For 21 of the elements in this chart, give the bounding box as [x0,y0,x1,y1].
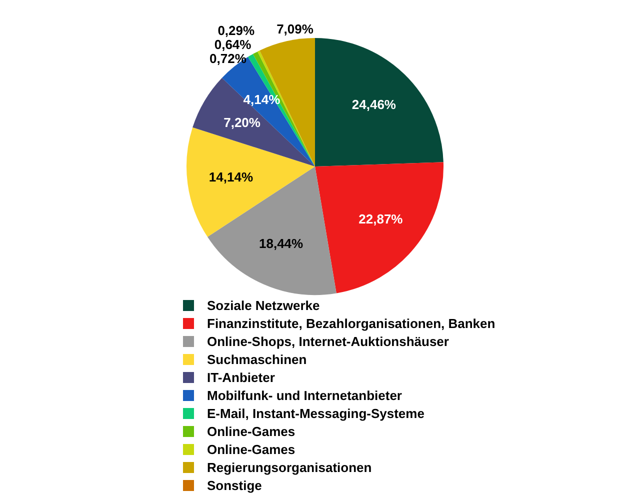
data-label: 0,72% [210,50,247,66]
data-label: 24,46% [352,97,396,112]
data-label: 22,87% [358,212,404,227]
legend-label: Finanzinstitute, Bezahlorganisationen, Banken [206,315,496,333]
data-label: 4,14% [243,92,281,108]
legend-label: Suchmaschinen [206,351,308,369]
legend-label: Online-Games [206,423,296,441]
data-label: 18,44% [259,236,304,251]
data-label: 7,20% [224,114,261,130]
legend-label: IT-Anbieter [206,369,276,387]
legend-label: Online-Shops, Internet-Auktionshäuser [206,333,450,351]
data-label: 0,29% [218,22,255,38]
data-label: 14,14% [208,170,254,185]
data-label: 7,09% [276,22,314,37]
legend-label: Sonstige [206,477,263,495]
legend-label: Soziale Netzwerke [206,297,321,315]
legend-label: Mobilfunk- und Internetanbieter [206,387,403,405]
data-label: 0,64% [214,36,252,52]
legend-label: E-Mail, Instant-Messaging-Systeme [206,405,426,423]
legend-label: Online-Games [206,441,296,459]
legend-label: Regierungsorganisationen [206,459,373,477]
